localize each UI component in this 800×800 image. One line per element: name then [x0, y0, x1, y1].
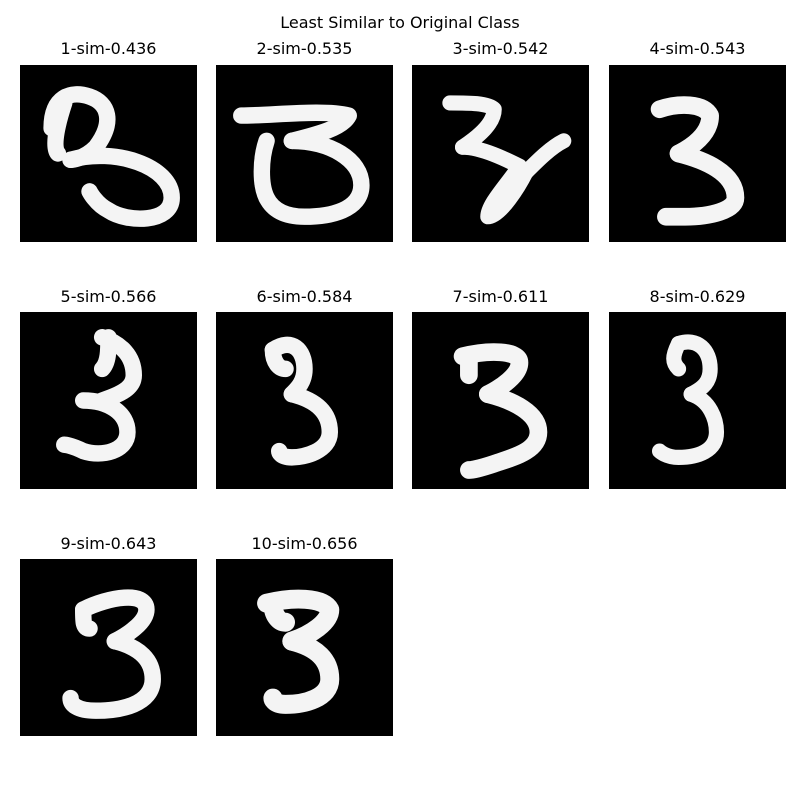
panel-3-title: 3-sim-0.542	[452, 39, 549, 58]
figure-title: Least Similar to Original Class	[280, 13, 520, 32]
panel-5-image	[20, 312, 197, 489]
panel-3-image	[412, 65, 589, 242]
digit-3-image	[650, 96, 745, 226]
digit-3-image	[56, 329, 143, 462]
panel-5-title: 5-sim-0.566	[60, 287, 157, 306]
panel-2-image	[216, 65, 393, 242]
panel-8-title: 8-sim-0.629	[649, 287, 746, 306]
panel-6-title: 6-sim-0.584	[256, 287, 353, 306]
panel-4-title: 4-sim-0.543	[649, 39, 746, 58]
digit-3-image	[43, 86, 180, 227]
digit-3-image	[453, 343, 548, 479]
digit-3-image	[264, 336, 339, 466]
panel-7-image	[412, 312, 589, 489]
panel-9-title: 9-sim-0.643	[60, 534, 157, 553]
digit-3-image	[442, 95, 572, 225]
panel-1-image	[20, 65, 197, 242]
panel-10-title: 10-sim-0.656	[251, 534, 358, 553]
panel-10-image	[216, 559, 393, 736]
digit-3-image	[257, 589, 340, 714]
panel-1-title: 1-sim-0.436	[60, 39, 157, 58]
panel-6-image	[216, 312, 393, 489]
panel-9-image	[20, 559, 197, 736]
digit-3-image	[651, 334, 725, 465]
panel-2-title: 2-sim-0.535	[256, 39, 353, 58]
panel-7-title: 7-sim-0.611	[452, 287, 549, 306]
digit-3-image	[62, 589, 161, 719]
panel-4-image	[609, 65, 786, 242]
digit-3-image	[233, 104, 370, 225]
panel-8-image	[609, 312, 786, 489]
